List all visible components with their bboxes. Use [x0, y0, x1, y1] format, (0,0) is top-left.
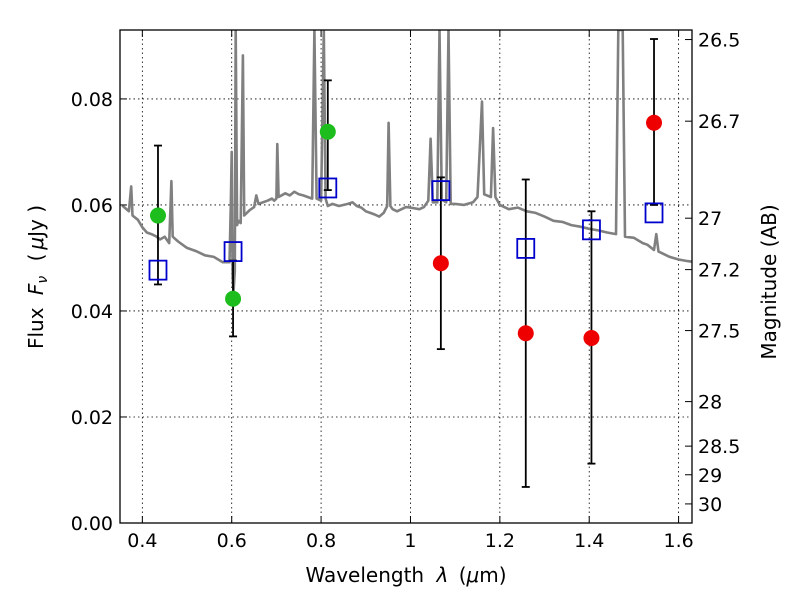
- grid-lines: [120, 30, 692, 524]
- plot-background: [120, 30, 692, 523]
- detection-point: [319, 123, 336, 140]
- upper-limit-point: [517, 325, 534, 342]
- upper-limit-point: [646, 114, 663, 131]
- x-tick-label: 0.8: [306, 530, 336, 552]
- x-tick-label: 0.4: [127, 530, 157, 552]
- x-tick-label: 1.4: [574, 530, 604, 552]
- x-tick-label: 1: [404, 530, 416, 552]
- upper-limit-point: [432, 255, 449, 272]
- model-photometry-square: [318, 177, 338, 199]
- model-spectrum-line: [121, 30, 692, 294]
- model-photometry-square: [223, 241, 243, 262]
- y2-tick-label: 27: [698, 208, 722, 230]
- x-tick-label: 0.6: [217, 530, 247, 552]
- y2-tick-label: 28.5: [698, 436, 740, 458]
- y2-tick-label: 30: [698, 494, 722, 516]
- data-marks: [148, 38, 664, 488]
- y2-tick-label: 27.2: [698, 260, 740, 282]
- y2-tick-label: 28: [698, 392, 722, 414]
- model-photometry-square: [431, 180, 451, 202]
- model-photometry-square: [644, 202, 664, 224]
- y2-tick-label: 26.7: [698, 111, 740, 133]
- y-axis-ticks: 0.00 0.02 0.04 0.06 0.08: [71, 89, 127, 535]
- y-tick-label: 0.06: [71, 195, 113, 217]
- model-photometry-square: [516, 238, 536, 259]
- model-photometry-square: [582, 219, 601, 241]
- y2-tick-label: 29: [698, 465, 722, 487]
- y2-axis-label: Magnitude (AB): [757, 204, 781, 359]
- x-tick-label: 1.6: [663, 530, 693, 552]
- detection-point: [149, 207, 166, 224]
- upper-limit-point: [583, 329, 600, 346]
- x-tick-label: 1.2: [485, 530, 515, 552]
- y-axis-label: Flux Fν (μJy ): [24, 205, 52, 349]
- model-photometry-square: [148, 259, 168, 281]
- y-tick-label: 0.02: [71, 407, 113, 429]
- detection-point: [225, 290, 242, 307]
- y2-tick-label: 26.5: [698, 30, 740, 52]
- y-tick-label: 0.00: [71, 513, 113, 535]
- plot-frame: [119, 29, 693, 524]
- y2-tick-label: 27.5: [698, 321, 740, 343]
- x-axis-label: Wavelength λ (μm): [305, 563, 506, 587]
- y2-axis-ticks: 26.5 26.7 27 27.2 27.5 28 28.5 29 30: [685, 30, 740, 516]
- y-tick-label: 0.08: [71, 89, 113, 111]
- y-tick-label: 0.04: [71, 301, 113, 323]
- x-axis-ticks: 0.4 0.6 0.8 1 1.2 1.4 1.6: [127, 30, 694, 552]
